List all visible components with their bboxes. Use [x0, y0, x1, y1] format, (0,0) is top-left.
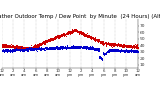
Title: Milwaukee Weather Outdoor Temp / Dew Point  by Minute  (24 Hours) (Alternate): Milwaukee Weather Outdoor Temp / Dew Poi… — [0, 14, 160, 19]
